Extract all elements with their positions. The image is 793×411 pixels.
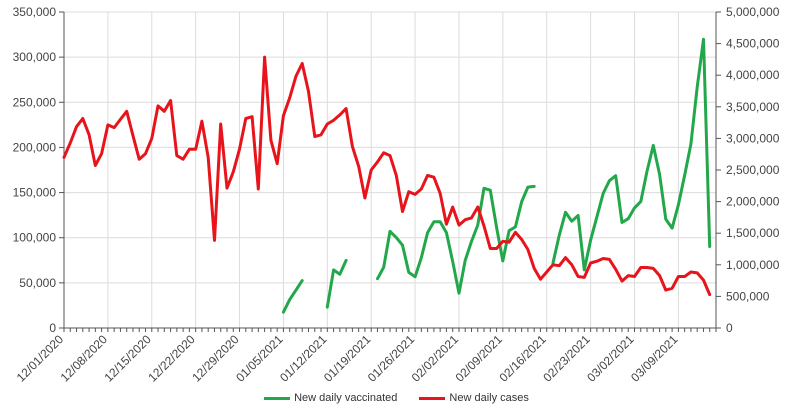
- y-left-tick-label: 150,000: [13, 186, 57, 200]
- y-axis-right-ticks: 0 500,000 1,000,000 1,500,000 2,000,000 2,500…: [716, 5, 780, 335]
- series-line-vaccinated: [281, 279, 304, 314]
- legend-label-vaccinated: New daily vaccinated: [294, 392, 398, 404]
- y-axis-left-ticks: 0 50,000 100,000 150,000 200,000 250,000 300,0…: [13, 5, 64, 335]
- y-right-tick-label: 2,000,000: [726, 195, 780, 209]
- axes: [63, 12, 717, 329]
- series-line-vaccinated: [325, 258, 348, 309]
- x-tick-label: 03/09/2021: [628, 332, 681, 385]
- chart-canvas: 0 50,000 100,000 150,000 200,000 250,000 300,0…: [13, 5, 780, 385]
- legend-item-cases[interactable]: New daily cases: [419, 389, 529, 407]
- y-left-tick-label: 200,000: [13, 140, 57, 154]
- y-right-tick-label: 3,500,000: [726, 100, 780, 114]
- y-right-tick-label: 4,500,000: [726, 37, 780, 51]
- series-lines: [62, 37, 712, 314]
- y-right-tick-label: 3,000,000: [726, 131, 780, 145]
- y-left-tick-label: 0: [49, 321, 56, 335]
- legend-swatch-cases: [419, 396, 446, 400]
- y-right-tick-label: 1,500,000: [726, 226, 780, 240]
- y-left-tick-label: 350,000: [13, 5, 57, 19]
- legend: New daily vaccinated New daily cases: [0, 389, 793, 407]
- gridlines: [63, 11, 716, 329]
- y-right-tick-label: 0: [726, 321, 733, 335]
- series-line-cases: [62, 55, 712, 297]
- series-line-vaccinated: [551, 37, 712, 272]
- y-right-tick-label: 1,000,000: [726, 258, 780, 272]
- legend-label-cases: New daily cases: [449, 392, 529, 404]
- y-left-tick-label: 250,000: [13, 95, 57, 109]
- legend-item-vaccinated[interactable]: New daily vaccinated: [264, 389, 397, 407]
- y-left-tick-label: 100,000: [13, 231, 57, 245]
- y-right-tick-label: 500,000: [726, 289, 770, 303]
- x-axis-ticks: 12/01/202012/08/202012/15/202012/22/2020…: [14, 328, 717, 385]
- y-right-tick-label: 4,000,000: [726, 68, 780, 82]
- series-line-vaccinated: [376, 184, 536, 295]
- y-right-tick-label: 5,000,000: [726, 5, 780, 19]
- y-right-tick-label: 2,500,000: [726, 163, 780, 177]
- y-left-tick-label: 50,000: [19, 276, 56, 290]
- y-left-tick-label: 300,000: [13, 50, 57, 64]
- legend-swatch-vaccinated: [264, 396, 291, 400]
